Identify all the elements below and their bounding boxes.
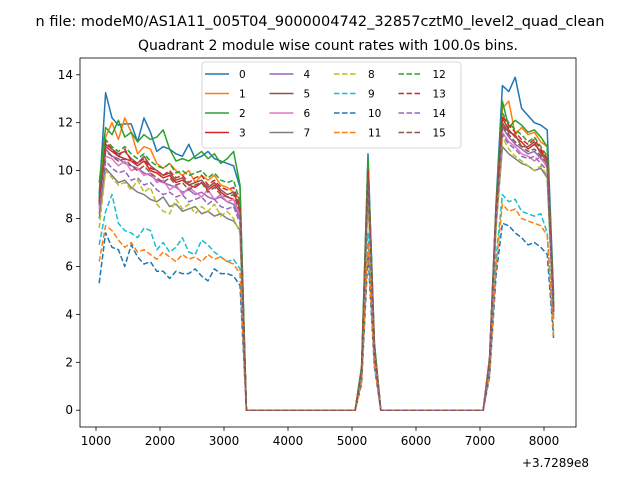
- legend-label: 3: [239, 128, 246, 140]
- x-axis: 1000 2000 3000 4000 5000 6000 7000 8000: [81, 427, 560, 448]
- legend-label: 6: [304, 108, 311, 120]
- legend-label: 12: [433, 69, 446, 81]
- y-tick-label: 10: [58, 164, 73, 178]
- series-line-2: [98, 100, 555, 411]
- legend-label: 0: [239, 69, 246, 81]
- series-line-0: [98, 76, 555, 411]
- axes-frame: [79, 57, 577, 428]
- x-tick-label: 3000: [209, 434, 240, 448]
- figure-suptitle: n file: modeM0/AS1A11_005T04_9000004742_…: [36, 14, 605, 30]
- legend-label: 8: [368, 69, 375, 81]
- x-tick-label: 5000: [337, 434, 368, 448]
- legend-label: 13: [433, 89, 446, 101]
- y-tick-label: 4: [65, 307, 73, 321]
- series-line-6: [98, 131, 555, 411]
- series-layer: [98, 76, 555, 411]
- chart-title: Quadrant 2 module wise count rates with …: [138, 38, 518, 54]
- x-tick-label: 8000: [529, 434, 560, 448]
- legend-box: [201, 61, 462, 149]
- legend-label: 14: [433, 108, 447, 120]
- y-axis: 0 2 4 6 8 10 12 14: [58, 68, 80, 417]
- legend-label: 7: [304, 128, 311, 140]
- y-tick-label: 12: [58, 116, 73, 130]
- y-tick-label: 14: [58, 68, 73, 82]
- y-tick-label: 0: [65, 403, 73, 417]
- x-tick-label: 4000: [273, 434, 304, 448]
- series-line-12: [98, 112, 555, 411]
- legend-label: 9: [368, 89, 375, 101]
- series-line-11: [98, 203, 555, 411]
- legend-label: 1: [239, 89, 246, 101]
- series-line-3: [98, 117, 555, 411]
- legend-label: 11: [368, 128, 381, 140]
- series-line-14: [98, 133, 555, 411]
- x-tick-label: 7000: [465, 434, 496, 448]
- y-tick-label: 6: [65, 259, 73, 273]
- legend-label: 15: [433, 128, 446, 140]
- series-line-5: [98, 121, 555, 411]
- legend-label: 5: [304, 89, 311, 101]
- x-tick-label: 6000: [401, 434, 432, 448]
- legend-label: 4: [304, 69, 311, 81]
- series-line-8: [98, 136, 555, 411]
- series-line-10: [98, 222, 555, 411]
- y-tick-label: 2: [65, 355, 73, 369]
- series-line-9: [98, 193, 555, 411]
- series-line-15: [98, 124, 555, 411]
- series-line-13: [98, 114, 555, 411]
- x-tick-label: 2000: [145, 434, 176, 448]
- series-line-4: [98, 126, 555, 411]
- series-line-7: [98, 145, 555, 411]
- x-tick-label: 1000: [81, 434, 112, 448]
- x-offset-label: +3.7289e8: [522, 456, 589, 470]
- legend-label: 10: [368, 108, 381, 120]
- y-tick-label: 8: [65, 212, 73, 226]
- legend-label: 2: [239, 108, 246, 120]
